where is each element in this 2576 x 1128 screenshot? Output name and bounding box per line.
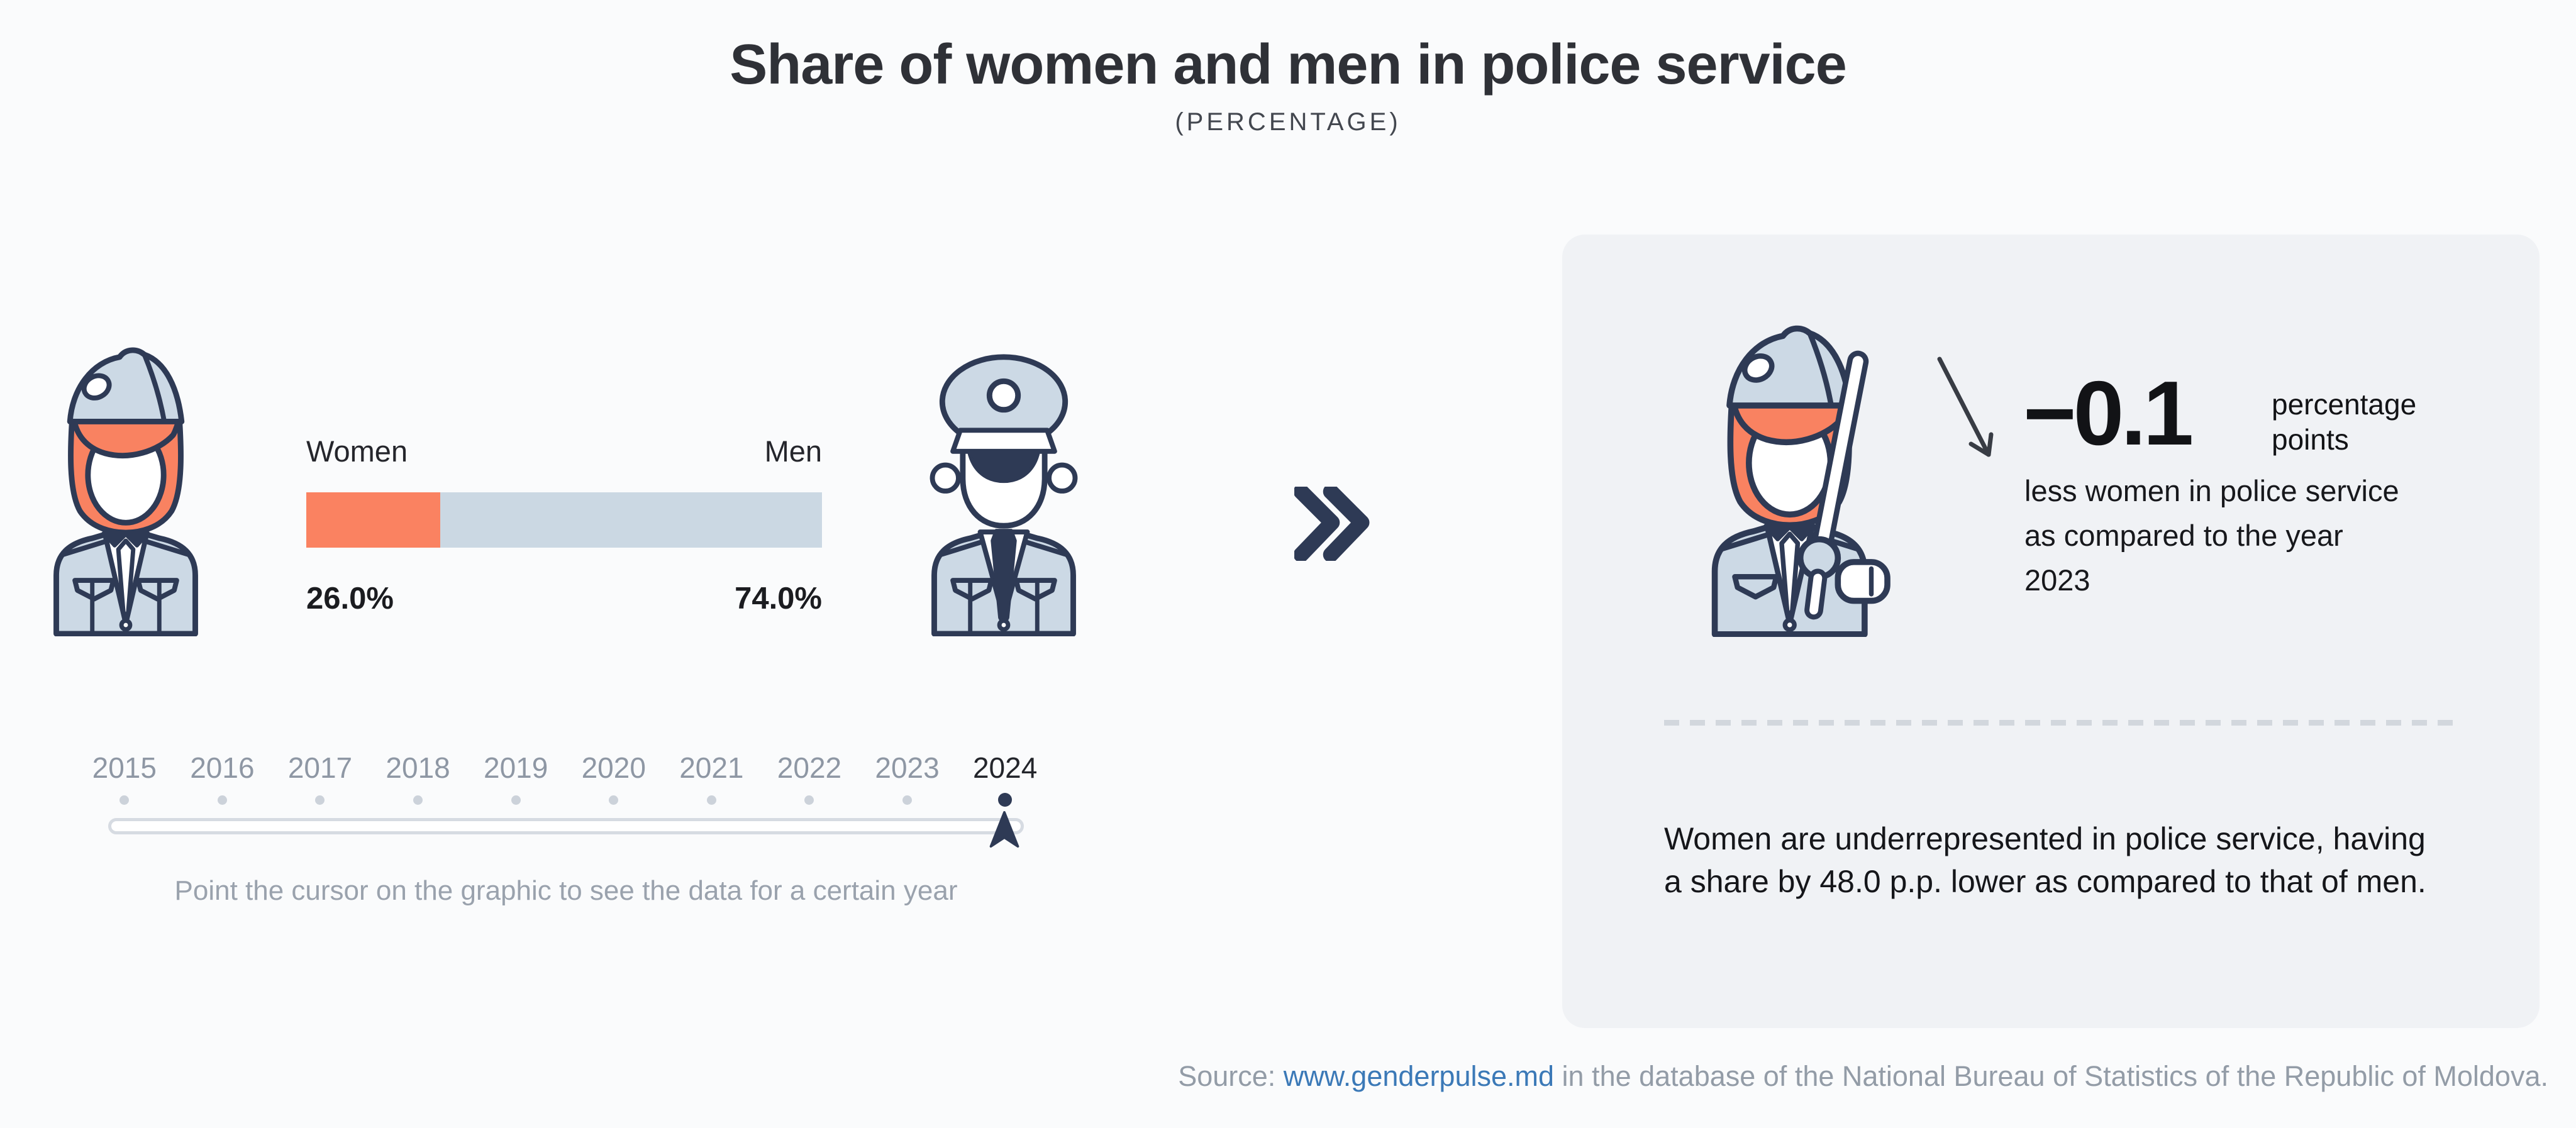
bar-segment-men[interactable]: [440, 492, 822, 548]
year-dot-cell-2024: [956, 793, 1054, 807]
bar-segment-women[interactable]: [306, 492, 441, 548]
women-label: Women: [306, 434, 408, 468]
men-label: Men: [764, 434, 822, 468]
source-suffix: in the database of the National Bureau o…: [1554, 1060, 2548, 1092]
policewoman-baton-icon: [1711, 325, 1890, 637]
year-label-2020[interactable]: 2020: [581, 751, 646, 784]
year-dot-2018[interactable]: [413, 795, 423, 805]
timeline-track[interactable]: [108, 818, 1024, 834]
year-label-2022[interactable]: 2022: [777, 751, 842, 784]
year-label-2015[interactable]: 2015: [92, 751, 157, 784]
year-dot-cell-2023: [858, 795, 957, 805]
year-dot-2022[interactable]: [804, 795, 814, 805]
year-label-2018[interactable]: 2018: [386, 751, 450, 784]
year-dot-2023[interactable]: [902, 795, 913, 805]
year-label-2019[interactable]: 2019: [484, 751, 548, 784]
year-label-2016[interactable]: 2016: [190, 751, 255, 784]
delta-value: −0.1: [2023, 362, 2194, 464]
stats-panel: −0.1 percentage points less women in pol…: [1562, 235, 2540, 1028]
year-dot-2024[interactable]: [998, 793, 1013, 807]
bar-values: 26.0% 74.0%: [306, 581, 822, 616]
year-dot-cell-2015: [75, 795, 174, 805]
year-dot-2019[interactable]: [511, 795, 521, 805]
men-value: 74.0%: [735, 582, 822, 616]
year-dot-cell-2016: [174, 795, 272, 805]
timeline-dots: [75, 789, 1054, 810]
delta-unit: percentage points: [2272, 388, 2417, 456]
page-subtitle: (PERCENTAGE): [1175, 108, 1401, 136]
year-dot-cell-2019: [467, 795, 565, 805]
year-dot-2020[interactable]: [609, 795, 619, 805]
decline-arrow-icon: [1937, 357, 1994, 457]
delta-description: less women in police service as compared…: [2024, 474, 2399, 597]
year-dot-2017[interactable]: [315, 795, 325, 805]
year-label-2017[interactable]: 2017: [287, 751, 353, 784]
year-dot-2016[interactable]: [217, 795, 227, 805]
policewoman-icon: [53, 347, 198, 636]
year-dot-cell-2021: [663, 795, 761, 805]
year-dot-cell-2022: [760, 795, 858, 805]
bar-legend: Women Men: [306, 434, 822, 468]
source-prefix: Source:: [1178, 1060, 1284, 1092]
page-title: Share of women and men in police service: [730, 33, 1847, 96]
year-label-2021[interactable]: 2021: [679, 751, 744, 784]
source-link[interactable]: www.genderpulse.md: [1283, 1060, 1555, 1092]
policeman-icon: [930, 354, 1078, 636]
timeline-years: 2015 2016 2017 2018 2019 2020 2021 2022 2023 2024: [75, 751, 1054, 785]
year-dot-cell-2018: [369, 795, 467, 805]
women-value: 26.0%: [306, 582, 394, 616]
dashed-divider: [1664, 720, 2453, 726]
year-label-2024[interactable]: 2024: [972, 751, 1038, 784]
timeline-hint: Point the cursor on the graphic to see t…: [174, 875, 958, 906]
year-label-2023[interactable]: 2023: [875, 751, 940, 784]
source-line: Source: www.genderpulse.md in the databa…: [1178, 1060, 2548, 1093]
year-dot-2015[interactable]: [119, 795, 130, 805]
year-dot-cell-2020: [565, 795, 663, 805]
year-dot-2021[interactable]: [706, 795, 716, 805]
year-dot-cell-2017: [271, 795, 369, 805]
double-chevron-icon: [1294, 487, 1370, 561]
summary-text: Women are underrepresented in police ser…: [1664, 821, 2426, 899]
share-bar[interactable]: [306, 492, 822, 548]
timeline-handle[interactable]: [989, 811, 1020, 848]
